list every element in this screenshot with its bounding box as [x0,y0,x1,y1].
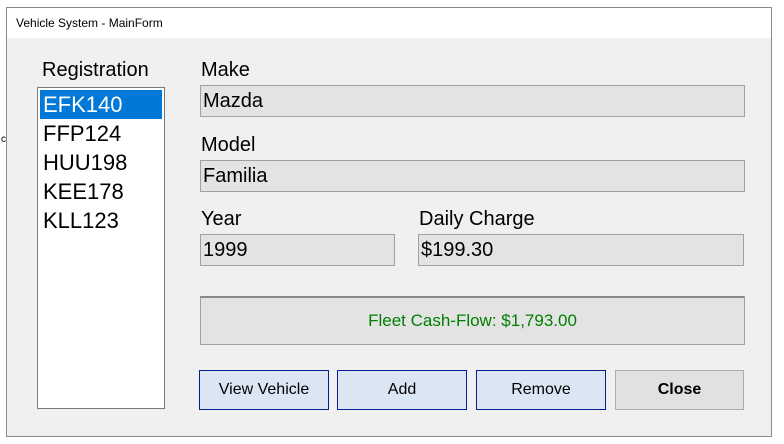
close-button[interactable]: Close [615,370,744,410]
registration-label: Registration [42,59,149,81]
fleet-cashflow-display: Fleet Cash-Flow: $1,793.00 [200,296,745,345]
year-field[interactable]: 1999 [200,234,395,266]
list-item[interactable]: HUU198 [43,150,128,175]
model-field[interactable]: Familia [200,160,745,192]
title-bar[interactable]: Vehicle System - MainForm [7,8,771,38]
model-label: Model [201,134,256,156]
view-vehicle-button[interactable]: View Vehicle [199,370,329,410]
registration-listbox[interactable]: EFK140 FFP124 HUU198 KEE178 KLL123 [37,87,165,409]
daily-charge-field[interactable]: $199.30 [418,234,744,266]
list-item[interactable]: EFK140 [40,90,162,119]
remove-button[interactable]: Remove [476,370,606,410]
daily-charge-label: Daily Charge [419,208,535,230]
year-label: Year [201,208,242,230]
list-item[interactable]: KLL123 [43,208,119,233]
make-field[interactable]: Mazda [200,85,745,117]
window-title: Vehicle System - MainForm [16,16,163,30]
fleet-cashflow-text: Fleet Cash-Flow: $1,793.00 [368,311,577,330]
make-label: Make [201,59,250,81]
list-item[interactable]: FFP124 [43,121,122,146]
list-item[interactable]: KEE178 [43,179,124,204]
main-window: Vehicle System - MainForm Registration E… [6,7,772,437]
edge-glyph: c [1,134,6,145]
add-button[interactable]: Add [337,370,467,410]
